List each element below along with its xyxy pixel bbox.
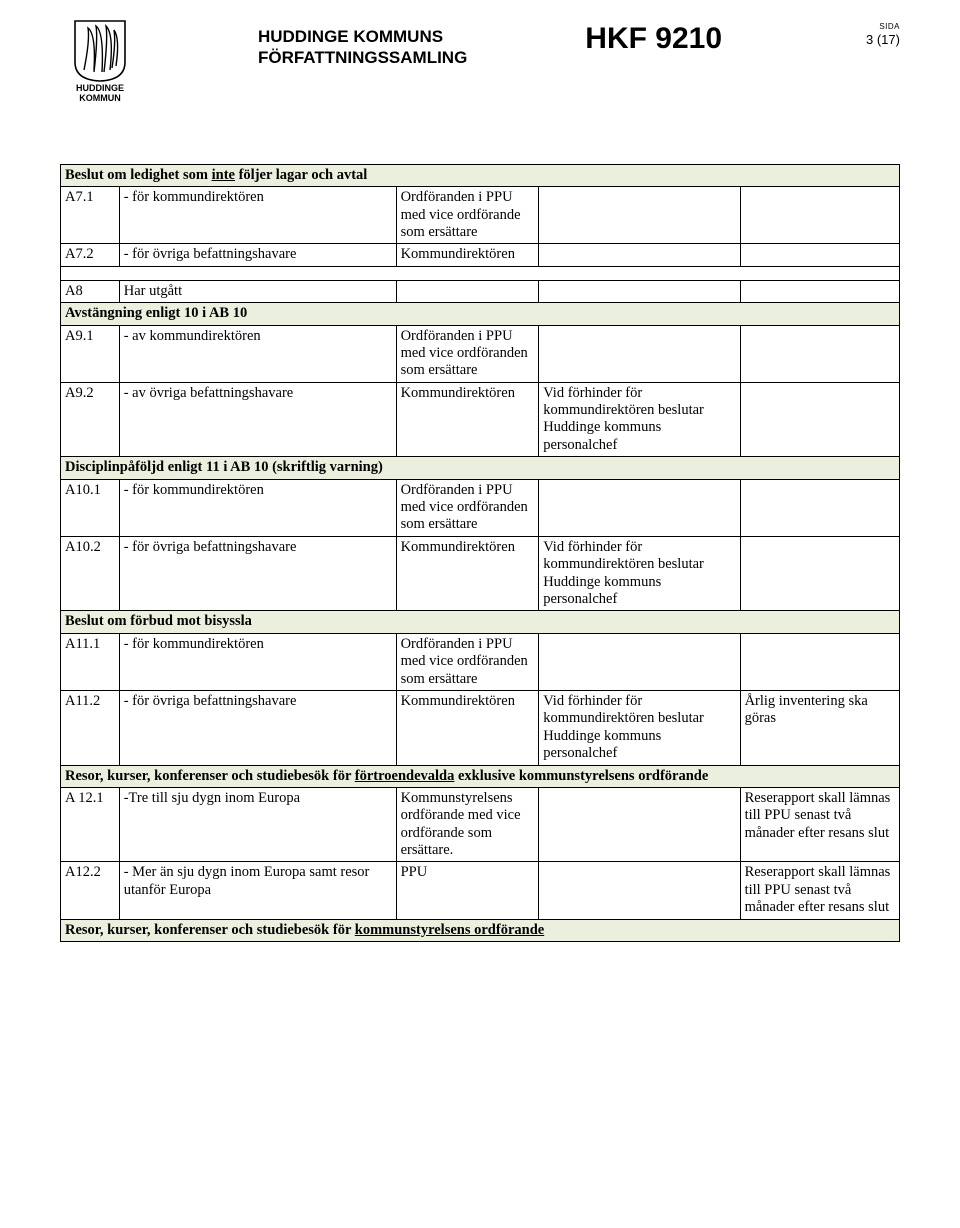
cell-c3 xyxy=(396,280,539,302)
cell-c4 xyxy=(539,633,740,690)
cell-c3: Ordföranden i PPU med vice ordföranden s… xyxy=(396,479,539,536)
cell-id: A7.1 xyxy=(61,187,120,244)
section-heading: Disciplinpåföljd enligt 11 i AB 10 (skri… xyxy=(61,457,900,479)
cell-c4 xyxy=(539,187,740,244)
spacer-row xyxy=(61,266,900,280)
section-text-pre: Resor, kurser, konferenser och studiebes… xyxy=(65,922,355,938)
doc-code: HKF 9210 xyxy=(585,20,722,56)
section-text-underline: inte xyxy=(212,167,235,183)
cell-c3: PPU xyxy=(396,862,539,919)
table-row: A9.1 - av kommundirektören Ordföranden i… xyxy=(61,325,900,382)
cell-id: A12.2 xyxy=(61,862,120,919)
section-heading: Resor, kurser, konferenser och studiebes… xyxy=(61,765,900,787)
cell-id: A9.1 xyxy=(61,325,120,382)
cell-c4: Vid förhinder för kommundirektören beslu… xyxy=(539,382,740,457)
regulation-table: Beslut om ledighet som inte följer lagar… xyxy=(60,164,900,942)
sida-label: SIDA xyxy=(840,22,900,31)
cell-desc: - av kommundirektören xyxy=(119,325,396,382)
cell-c3: Kommundirektören xyxy=(396,690,539,765)
cell-c5 xyxy=(740,325,899,382)
cell-c3: Kommundirektören xyxy=(396,536,539,611)
cell-desc: - för övriga befattningshavare xyxy=(119,244,396,266)
cell-c3: Kommundirektören xyxy=(396,244,539,266)
cell-desc: - för övriga befattningshavare xyxy=(119,690,396,765)
cell-id: A10.2 xyxy=(61,536,120,611)
cell-desc: Har utgått xyxy=(119,280,396,302)
cell-c5: Reserapport skall lämnas till PPU senast… xyxy=(740,862,899,919)
table-row: A8 Har utgått xyxy=(61,280,900,302)
doc-title-line2: FÖRFATTNINGSSAMLING xyxy=(258,48,467,67)
cell-c3: Ordföranden i PPU med vice ordförande so… xyxy=(396,187,539,244)
cell-id: A9.2 xyxy=(61,382,120,457)
cell-c5 xyxy=(740,536,899,611)
section-text-pre: Resor, kurser, konferenser och studiebes… xyxy=(65,768,355,784)
logo-block: HUDDINGE KOMMUN xyxy=(60,20,140,104)
cell-c3: Ordföranden i PPU med vice ordföranden s… xyxy=(396,325,539,382)
cell-desc: - för kommundirektören xyxy=(119,479,396,536)
cell-c5: Årlig inventering ska göras xyxy=(740,690,899,765)
cell-c5 xyxy=(740,633,899,690)
cell-id: A10.1 xyxy=(61,479,120,536)
section-text: Beslut om förbud mot bisyssla xyxy=(61,611,900,633)
logo-org-line1: HUDDINGE xyxy=(76,83,124,93)
section-text-underline: förtroendevalda xyxy=(355,768,455,784)
cell-c4 xyxy=(539,244,740,266)
cell-c4 xyxy=(539,787,740,862)
cell-c4 xyxy=(539,479,740,536)
cell-c5: Reserapport skall lämnas till PPU senast… xyxy=(740,787,899,862)
cell-c5 xyxy=(740,382,899,457)
section-text-post: följer lagar och avtal xyxy=(235,167,367,183)
table-row: A7.2 - för övriga befattningshavare Komm… xyxy=(61,244,900,266)
cell-c3: Kommundirektören xyxy=(396,382,539,457)
cell-c4: Vid förhinder för kommundirektören beslu… xyxy=(539,536,740,611)
page: HUDDINGE KOMMUN HUDDINGE KOMMUNS FÖRFATT… xyxy=(0,0,960,982)
section-text: Disciplinpåföljd enligt 11 i AB 10 (skri… xyxy=(61,457,900,479)
cell-desc: - av övriga befattningshavare xyxy=(119,382,396,457)
cell-desc: - Mer än sju dygn inom Europa samt resor… xyxy=(119,862,396,919)
table-row: A 12.1 -Tre till sju dygn inom Europa Ko… xyxy=(61,787,900,862)
section-text: Avstängning enligt 10 i AB 10 xyxy=(61,303,900,325)
table-row: A12.2 - Mer än sju dygn inom Europa samt… xyxy=(61,862,900,919)
cell-desc: - för kommundirektören xyxy=(119,633,396,690)
table-row: A10.1 - för kommundirektören Ordföranden… xyxy=(61,479,900,536)
logo-org-line2: KOMMUN xyxy=(79,93,121,103)
cell-desc: - för kommundirektören xyxy=(119,187,396,244)
cell-id: A 12.1 xyxy=(61,787,120,862)
cell-c4 xyxy=(539,862,740,919)
page-meta: SIDA 3 (17) xyxy=(840,20,900,47)
section-heading: Beslut om förbud mot bisyssla xyxy=(61,611,900,633)
table-row: A9.2 - av övriga befattningshavare Kommu… xyxy=(61,382,900,457)
header: HUDDINGE KOMMUN HUDDINGE KOMMUNS FÖRFATT… xyxy=(60,20,900,104)
cell-c5 xyxy=(740,280,899,302)
section-text-underline: kommunstyrelsens ordförande xyxy=(355,922,544,938)
cell-c5 xyxy=(740,244,899,266)
doc-title-line1: HUDDINGE KOMMUNS xyxy=(258,27,443,46)
cell-desc: - för övriga befattningshavare xyxy=(119,536,396,611)
section-heading: Beslut om ledighet som inte följer lagar… xyxy=(61,164,900,186)
cell-id: A7.2 xyxy=(61,244,120,266)
cell-c3: Ordföranden i PPU med vice ordföranden s… xyxy=(396,633,539,690)
logo-org-name: HUDDINGE KOMMUN xyxy=(76,84,124,104)
page-number: 3 (17) xyxy=(840,32,900,47)
cell-id: A11.2 xyxy=(61,690,120,765)
section-heading: Resor, kurser, konferenser och studiebes… xyxy=(61,919,900,941)
cell-c3: Kommunstyrelsens ordförande med vice ord… xyxy=(396,787,539,862)
cell-c4 xyxy=(539,280,740,302)
table-row: A11.2 - för övriga befattningshavare Kom… xyxy=(61,690,900,765)
cell-id: A11.1 xyxy=(61,633,120,690)
shield-logo-icon xyxy=(74,20,126,82)
cell-c4: Vid förhinder för kommundirektören beslu… xyxy=(539,690,740,765)
section-text-post: exklusive kommunstyrelsens ordförande xyxy=(454,768,708,784)
table-row: A7.1 - för kommundirektören Ordföranden … xyxy=(61,187,900,244)
table-row: A11.1 - för kommundirektören Ordföranden… xyxy=(61,633,900,690)
doc-title: HUDDINGE KOMMUNS FÖRFATTNINGSSAMLING xyxy=(258,20,467,69)
cell-id: A8 xyxy=(61,280,120,302)
cell-desc: -Tre till sju dygn inom Europa xyxy=(119,787,396,862)
cell-c5 xyxy=(740,479,899,536)
section-heading: Avstängning enligt 10 i AB 10 xyxy=(61,303,900,325)
cell-c4 xyxy=(539,325,740,382)
table-row: A10.2 - för övriga befattningshavare Kom… xyxy=(61,536,900,611)
section-text-pre: Beslut om ledighet som xyxy=(65,167,212,183)
cell-c5 xyxy=(740,187,899,244)
